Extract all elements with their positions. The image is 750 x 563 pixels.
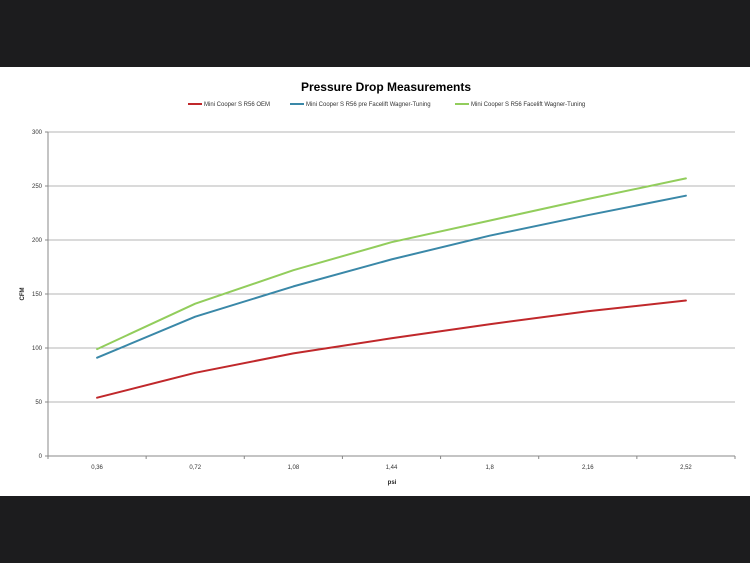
chart-series-lines xyxy=(96,177,687,399)
x-tick-label: 1,44 xyxy=(386,465,398,471)
x-tick-label: 0,72 xyxy=(189,465,201,471)
x-tick-label: 1,08 xyxy=(288,465,300,471)
legend-entry-1: Mini Cooper S R56 pre Facelift Wagner-Tu… xyxy=(306,102,431,108)
y-axis-label: CFM xyxy=(20,288,26,301)
legend-entry-2: Mini Cooper S R56 Facelift Wagner-Tuning xyxy=(471,102,585,108)
series-line-0 xyxy=(96,299,687,399)
y-tick-label: 250 xyxy=(32,184,43,190)
x-axis-ticks: 0,36 0,72 1,08 1,44 1,8 2,16 2,52 xyxy=(91,465,692,471)
x-tick-label: 2,16 xyxy=(582,465,594,471)
y-tick-label: 150 xyxy=(32,292,43,298)
bottom-letterbox-band xyxy=(0,496,750,563)
chart-panel xyxy=(0,67,750,496)
y-tick-label: 0 xyxy=(39,454,43,460)
chart-title: Pressure Drop Measurements xyxy=(301,80,471,94)
series-line-2 xyxy=(96,177,687,351)
y-tick-label: 100 xyxy=(32,346,43,352)
x-tick-label: 2,52 xyxy=(680,465,692,471)
y-tick-label: 300 xyxy=(32,130,43,136)
y-tick-label: 50 xyxy=(35,400,42,406)
chart-grid xyxy=(45,131,736,459)
x-axis-label: psi xyxy=(388,480,397,486)
top-letterbox-band xyxy=(0,0,750,67)
chart-legend: Mini Cooper S R56 OEM Mini Cooper S R56 p… xyxy=(188,102,585,108)
series-line-1 xyxy=(96,194,687,359)
x-tick-label: 0,36 xyxy=(91,465,103,471)
y-axis-ticks: 0 50 100 150 200 250 300 xyxy=(32,130,43,460)
x-tick-label: 1,8 xyxy=(485,465,494,471)
y-tick-label: 200 xyxy=(32,238,43,244)
legend-entry-0: Mini Cooper S R56 OEM xyxy=(204,102,270,108)
